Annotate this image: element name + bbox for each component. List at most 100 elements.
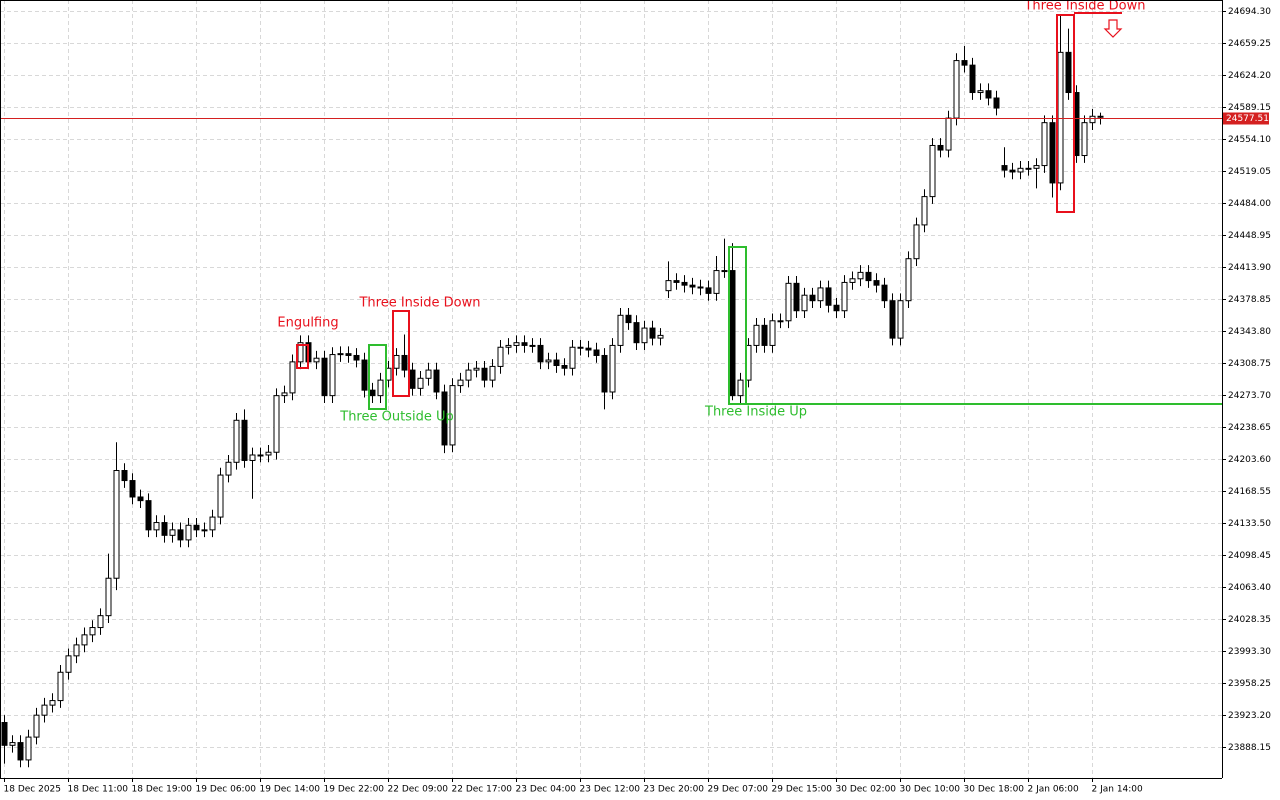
candle-body — [881, 284, 888, 302]
candle-body — [1097, 115, 1104, 118]
candle-body — [177, 529, 184, 541]
candle-body — [97, 615, 104, 629]
candle-body — [497, 346, 504, 367]
candle-body — [441, 391, 448, 446]
candle-body — [553, 359, 560, 367]
candle-body — [1009, 169, 1016, 173]
candle-body — [809, 294, 816, 302]
candle-body — [529, 344, 536, 347]
candle-body — [377, 379, 384, 397]
annotation: Three Inside Down — [358, 296, 480, 311]
candle-body — [105, 577, 112, 617]
candle-body — [817, 287, 824, 302]
candle-body — [1, 721, 8, 746]
x-tick-label: 30 Dec 18:00 — [964, 785, 1025, 795]
candle-body — [641, 327, 648, 344]
annotation: Engulfing — [277, 316, 338, 331]
x-tick-label: 2 Jan 14:00 — [1092, 785, 1144, 795]
y-tick-label: 24098.45 — [1228, 551, 1271, 561]
candle-body — [113, 470, 120, 579]
y-tick-label: 24554.10 — [1228, 135, 1271, 145]
candle-body — [841, 281, 848, 312]
candle-body — [713, 270, 720, 294]
candle-body — [329, 354, 336, 397]
candle-body — [785, 282, 792, 322]
candle-body — [313, 357, 320, 363]
candle-body — [977, 90, 984, 94]
candle-body — [737, 379, 744, 397]
y-tick-label: 24063.40 — [1228, 583, 1271, 593]
candle-body — [625, 314, 632, 324]
candle-body — [337, 353, 344, 356]
candle-body — [153, 522, 160, 531]
candle-body — [673, 280, 680, 283]
y-tick-label: 24484.00 — [1228, 199, 1271, 209]
candle-body — [897, 300, 904, 339]
current-price-tag — [1223, 112, 1269, 125]
candle-body — [425, 369, 432, 379]
y-tick-label: 24308.75 — [1228, 359, 1271, 369]
candle-body — [249, 454, 256, 461]
candle-body — [257, 454, 264, 457]
y-tick-label: 23888.15 — [1228, 743, 1271, 753]
candle-body — [241, 419, 248, 461]
candle-body — [633, 322, 640, 344]
candle-body — [849, 278, 856, 283]
candle-body — [185, 524, 192, 541]
x-tick-label: 18 Dec 2025 — [4, 785, 62, 795]
pattern-box — [1056, 14, 1075, 213]
candle-body — [1033, 165, 1040, 169]
candle-body — [985, 90, 992, 99]
candle-body — [921, 196, 928, 226]
y-tick-label: 24238.65 — [1228, 423, 1271, 433]
candle-body — [57, 671, 64, 702]
candle-body — [585, 347, 592, 351]
candle-body — [129, 480, 136, 498]
candle-body — [225, 461, 232, 476]
x-tick-label: 23 Dec 12:00 — [580, 785, 641, 795]
candle-body — [321, 357, 328, 397]
candle-body — [961, 60, 968, 66]
candle-body — [401, 354, 408, 371]
x-tick-label: 29 Dec 15:00 — [772, 785, 833, 795]
candle-body — [193, 524, 200, 531]
grid — [0, 0, 1222, 778]
candle-body — [657, 334, 664, 339]
candle-body — [281, 392, 288, 397]
candle-body — [617, 314, 624, 346]
candle-body — [537, 344, 544, 363]
candle-body — [1049, 122, 1056, 184]
x-tick-label: 18 Dec 19:00 — [132, 785, 193, 795]
candle-body — [505, 344, 512, 348]
candle-body — [433, 369, 440, 393]
x-tick-label: 23 Dec 04:00 — [516, 785, 577, 795]
candle-body — [929, 144, 936, 198]
candle-body — [457, 379, 464, 387]
candle-body — [665, 280, 672, 292]
candle-body — [513, 342, 520, 346]
candle-body — [769, 320, 776, 346]
x-tick-label: 19 Dec 06:00 — [196, 785, 257, 795]
candle-body — [601, 354, 608, 393]
down-arrow — [1103, 19, 1123, 38]
candle-body — [369, 389, 376, 397]
y-tick-label: 23958.25 — [1228, 679, 1271, 689]
annotation: Three Outside Up — [339, 410, 453, 425]
candle-body — [209, 516, 216, 531]
candle-body — [1017, 167, 1024, 173]
pattern-box — [296, 344, 309, 369]
candle-body — [233, 419, 240, 463]
candle-body — [649, 327, 656, 339]
candle-body — [393, 354, 400, 369]
y-tick-label: 24448.95 — [1228, 231, 1271, 241]
y-tick-label: 24589.15 — [1228, 103, 1271, 113]
candle-body — [449, 385, 456, 446]
candle-body — [905, 258, 912, 302]
candle-body — [873, 280, 880, 286]
candle-body — [577, 346, 584, 349]
y-tick-label: 24168.55 — [1228, 487, 1271, 497]
candle-body — [777, 320, 784, 323]
candle-body — [1089, 115, 1096, 124]
candle-body — [1065, 51, 1072, 94]
